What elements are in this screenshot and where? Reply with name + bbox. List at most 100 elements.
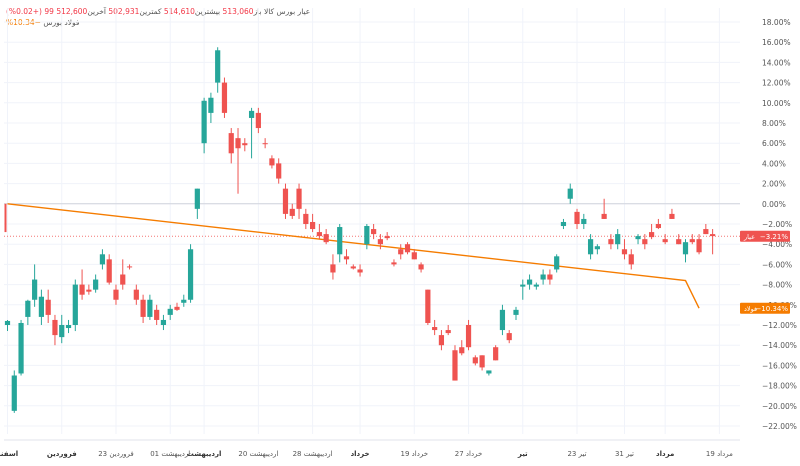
candle-body <box>371 229 377 235</box>
y-tick-label: −20.00% <box>762 402 797 411</box>
candle-body <box>513 309 519 315</box>
candle-body <box>235 138 241 149</box>
candle-body <box>445 330 451 334</box>
candle-body <box>703 229 709 235</box>
candle-body <box>242 143 248 146</box>
price-badge <box>740 302 790 314</box>
x-tick-label: خرداد <box>351 450 370 458</box>
candle-body <box>486 370 492 374</box>
candle-body <box>276 163 282 179</box>
y-tick-label: 18.00% <box>762 18 791 27</box>
candle-body <box>574 211 580 224</box>
candle-body <box>472 357 478 364</box>
y-tick-label: −12.00% <box>762 321 797 330</box>
high-value: 514,610 <box>163 7 195 16</box>
candle-body <box>655 224 661 229</box>
candle-body <box>72 284 78 325</box>
candle-body <box>432 327 438 331</box>
candle-body <box>303 213 309 224</box>
candle-body <box>459 347 465 354</box>
candle-body <box>282 188 289 214</box>
candle-body <box>59 325 65 338</box>
candle-body <box>79 284 85 295</box>
candle-body <box>296 188 302 209</box>
last-label: آخرین <box>87 7 106 16</box>
candle-body <box>384 236 390 239</box>
y-tick-label: −18.00% <box>762 382 797 391</box>
candle-body <box>269 158 275 166</box>
candle-body <box>181 299 187 303</box>
price-badge <box>740 230 790 242</box>
candle-body <box>682 242 689 255</box>
y-tick-label: −22.00% <box>762 422 797 431</box>
candle-body <box>323 234 329 243</box>
candle-body <box>167 308 173 315</box>
candle-body <box>628 254 634 265</box>
candle-body <box>411 252 417 260</box>
y-tick-label: 10.00% <box>762 99 791 108</box>
legend-row-main: عیار بورس کالا باز513,060 بیشترین514,610… <box>6 6 310 17</box>
candle-body <box>330 264 336 273</box>
candle-body <box>404 244 411 253</box>
candle-body <box>662 239 668 243</box>
x-tick-label: 31 تیر <box>615 450 634 458</box>
candle-body <box>174 306 180 310</box>
candle-body <box>289 208 295 216</box>
candle-body <box>45 299 51 315</box>
low-value: 502,931 <box>108 7 140 16</box>
candle-body <box>418 264 424 270</box>
price-badge-value: −3.21% <box>760 233 788 241</box>
candle-body <box>601 213 607 219</box>
candle-body <box>587 239 594 255</box>
candle-body <box>465 325 472 348</box>
compare-series-line <box>7 203 700 309</box>
candle-body <box>11 375 17 411</box>
candle-body <box>25 300 31 317</box>
y-tick-label: 4.00% <box>762 159 786 168</box>
candle-body <box>554 256 560 270</box>
candle-body <box>310 221 316 230</box>
low-label: کمترین <box>139 7 162 16</box>
y-tick-label: 2.00% <box>762 180 786 189</box>
high-label: بیشترین <box>194 7 221 16</box>
candle-body <box>649 232 655 238</box>
candle-body <box>526 279 533 285</box>
y-tick-label: 14.00% <box>762 58 791 67</box>
candle-body <box>38 296 44 317</box>
candle-body <box>126 266 133 268</box>
candle-body <box>350 266 356 269</box>
candle-body <box>357 269 363 273</box>
candle-body <box>113 289 119 300</box>
candle-body <box>364 226 370 245</box>
y-tick-label: −2.00% <box>762 220 792 229</box>
x-tick-label: اسفند <box>0 450 18 458</box>
candle-body <box>221 82 228 113</box>
open-label: باز <box>253 7 262 16</box>
candle-body <box>120 274 126 285</box>
candle-body <box>506 333 512 341</box>
candle-body <box>255 112 261 129</box>
candle-body <box>316 232 322 237</box>
candle-body <box>65 325 72 329</box>
candle-body <box>642 239 648 245</box>
candle-body <box>547 274 553 280</box>
open-value: 513,060 <box>222 7 254 16</box>
y-tick-label: −6.00% <box>762 260 792 269</box>
candle-body <box>106 259 112 283</box>
candle-body <box>493 347 499 361</box>
price-badge-label: فولاد <box>744 305 757 313</box>
candle-body <box>676 239 682 245</box>
candle-body <box>215 50 221 83</box>
y-tick-label: −16.00% <box>762 361 797 370</box>
change-value: 99 (+0.02%) <box>6 7 54 16</box>
candle-body <box>615 234 621 245</box>
candle-body <box>32 279 38 300</box>
y-tick-label: 16.00% <box>762 38 791 47</box>
candle-body <box>499 309 506 331</box>
candle-body <box>567 188 573 199</box>
last-value: 512,600 <box>56 7 88 16</box>
y-tick-label: 12.00% <box>762 79 791 88</box>
candle-body <box>262 143 268 145</box>
candle-body <box>377 239 383 245</box>
